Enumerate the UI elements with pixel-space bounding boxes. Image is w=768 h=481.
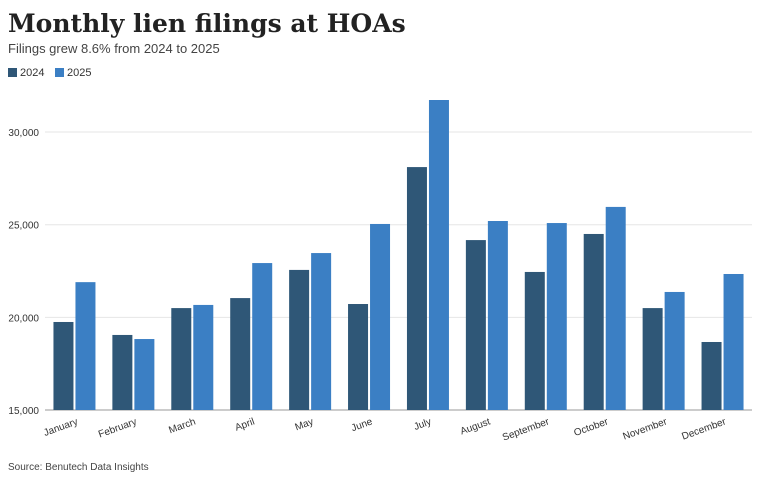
bar <box>252 263 273 410</box>
source: Source: Benutech Data Insights <box>8 462 149 473</box>
bar <box>546 223 567 410</box>
bar <box>112 334 133 410</box>
bar <box>348 304 369 410</box>
x-tick-label: April <box>234 416 257 433</box>
x-tick-label: June <box>350 416 375 434</box>
x-tick-label: December <box>680 416 728 442</box>
chart-subtitle: Filings grew 8.6% from 2024 to 2025 <box>8 41 220 56</box>
bar <box>465 240 486 410</box>
x-tick-label: May <box>294 416 316 433</box>
x-tick-label: October <box>573 416 611 439</box>
bar <box>583 233 604 410</box>
bar <box>53 321 74 410</box>
bar <box>134 339 155 410</box>
x-tick-label: September <box>501 416 551 443</box>
bar <box>370 223 391 410</box>
x-tick-label: July <box>412 416 432 432</box>
legend-swatch <box>8 68 17 77</box>
bar <box>289 269 310 410</box>
x-tick-label: August <box>459 416 492 437</box>
x-tick-label: March <box>167 416 197 436</box>
bar <box>230 298 251 410</box>
bar <box>487 221 508 410</box>
bar <box>664 291 685 410</box>
x-tick-label: January <box>42 416 79 439</box>
bar <box>406 167 427 410</box>
bar <box>642 308 663 410</box>
x-tick-label: November <box>622 416 670 442</box>
y-tick-label: 25,000 <box>8 221 39 232</box>
x-tick-label: February <box>97 416 138 440</box>
bar <box>75 282 96 410</box>
bar <box>171 308 192 410</box>
legend-label: 2025 <box>67 67 91 79</box>
bar <box>723 273 744 410</box>
y-tick-label: 15,000 <box>8 406 39 417</box>
legend-swatch <box>55 68 64 77</box>
bar <box>193 304 214 410</box>
y-tick-label: 20,000 <box>8 313 39 324</box>
legend-label: 2024 <box>20 67 44 79</box>
bar <box>701 341 722 410</box>
bar <box>524 271 545 410</box>
bar <box>311 253 332 410</box>
bar <box>428 100 449 411</box>
bar <box>605 206 626 410</box>
y-tick-label: 30,000 <box>8 128 39 139</box>
chart-title: Monthly lien filings at HOAs <box>8 9 406 38</box>
